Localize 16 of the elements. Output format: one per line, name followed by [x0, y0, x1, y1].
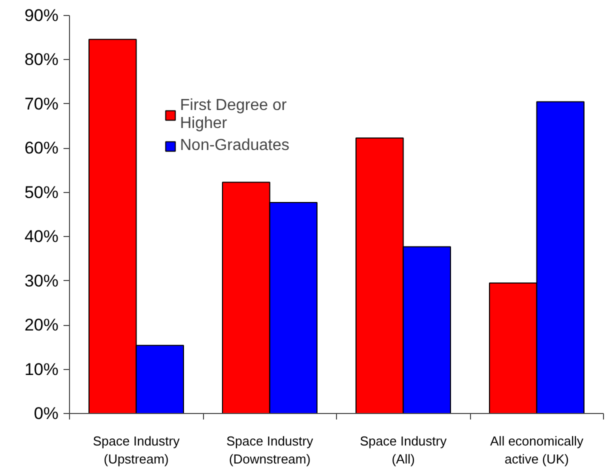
y-tick-label: 0%: [34, 404, 59, 423]
legend-label: Non-Graduates: [180, 137, 290, 155]
y-tick-label: 90%: [24, 6, 59, 25]
y-tick-label: 80%: [24, 50, 59, 70]
y-tick-label: 50%: [24, 182, 59, 202]
y-tick-label: 60%: [24, 138, 59, 158]
y-tick-label: 70%: [24, 94, 59, 114]
y-tick-label: 10%: [24, 360, 59, 379]
y-tick-label: 20%: [24, 316, 59, 335]
x-tick-label: All economically active (UK): [490, 434, 584, 466]
y-tick-label: 30%: [24, 271, 59, 290]
x-tick-label: Space Industry (Downstream): [226, 434, 314, 466]
legend-label: First Degree or Higher: [180, 97, 287, 133]
x-tick-label: Space Industry (All): [360, 434, 448, 466]
x-tick-label: Space Industry (Upstream): [92, 434, 180, 466]
y-tick-label: 40%: [24, 227, 59, 246]
